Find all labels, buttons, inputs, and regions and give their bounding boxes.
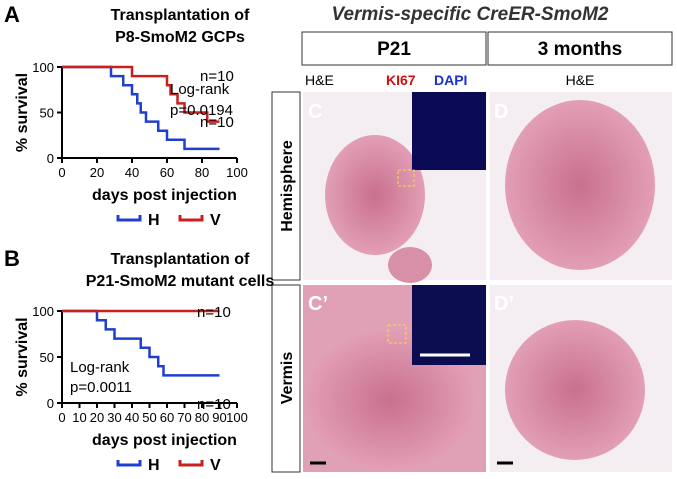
- annotation: Log-rank: [170, 81, 230, 98]
- panel-letter: C’: [308, 293, 328, 315]
- x-tick-label: 40: [125, 165, 139, 180]
- image-d-prime: [490, 285, 672, 472]
- row-label: Vermis: [279, 352, 296, 405]
- survival-line: [62, 65, 220, 123]
- row-box: [271, 91, 301, 281]
- y-axis-label: % survival: [14, 317, 31, 396]
- annotation: p=0.0194: [170, 102, 233, 119]
- x-tick-label: 0: [58, 165, 65, 180]
- column-box: [487, 31, 673, 66]
- row-box: [271, 284, 301, 473]
- x-axis-label: days post injection: [92, 432, 237, 449]
- y-tick-label: 50: [40, 106, 54, 121]
- legend-label: H: [148, 212, 160, 229]
- x-tick-label: 50: [142, 410, 156, 425]
- stain-label: H&E: [305, 72, 334, 88]
- panel-letter: B: [4, 246, 20, 271]
- chart-title: Transplantation of: [111, 251, 250, 268]
- column-box: [301, 31, 487, 66]
- panel-letter: A: [4, 2, 20, 27]
- legend-swatch: [178, 460, 204, 467]
- y-tick-label: 100: [32, 60, 54, 75]
- stain-label: KI67: [386, 72, 416, 88]
- annotation: p=0.0011: [70, 379, 132, 396]
- column-label: 3 months: [538, 39, 622, 60]
- annotation: n=10: [200, 114, 234, 131]
- y-tick-label: 50: [40, 350, 54, 365]
- survival-line: [62, 309, 220, 377]
- legend-swatch: [116, 460, 142, 467]
- chart-title: P21-SmoM2 mutant cells: [86, 273, 275, 290]
- row-label: Hemisphere: [279, 140, 296, 232]
- x-tick-label: 100: [226, 165, 248, 180]
- x-tick-label: 70: [177, 410, 191, 425]
- x-tick-label: 10: [72, 410, 86, 425]
- legend-swatch: [116, 215, 142, 222]
- x-tick-label: 90: [212, 410, 226, 425]
- survival-line: [62, 65, 220, 151]
- y-tick-label: 0: [47, 396, 54, 411]
- y-axis-label: % survival: [14, 73, 31, 152]
- x-tick-label: 40: [125, 410, 139, 425]
- annotation: Log-rank: [70, 359, 130, 376]
- legend-label: H: [148, 457, 160, 474]
- chart-title: P8-SmoM2 GCPs: [115, 29, 245, 46]
- panel-letter: D’: [494, 293, 514, 315]
- x-tick-label: 60: [160, 165, 174, 180]
- x-tick-label: 80: [195, 165, 209, 180]
- legend-label: V: [210, 212, 221, 229]
- legend-swatch: [178, 215, 204, 222]
- y-tick-label: 0: [47, 151, 54, 166]
- stain-label: DAPI: [434, 72, 467, 88]
- y-tick-label: 100: [32, 304, 54, 319]
- annotation: n=10: [197, 396, 231, 413]
- legend-label: V: [210, 457, 221, 474]
- x-tick-label: 20: [90, 165, 104, 180]
- column-label: P21: [377, 39, 411, 60]
- panel-letter: C: [308, 101, 322, 123]
- x-tick-label: 20: [90, 410, 104, 425]
- x-tick-label: 30: [107, 410, 121, 425]
- x-tick-label: 80: [195, 410, 209, 425]
- stain-label: H&E: [566, 72, 595, 88]
- image-d: [490, 92, 672, 280]
- figure-title: Vermis-specific CreER-SmoM2: [331, 4, 608, 25]
- image-c-prime: [303, 285, 486, 472]
- annotation: n=10: [197, 304, 231, 321]
- annotation: n=10: [200, 68, 234, 85]
- x-axis-label: days post injection: [92, 187, 237, 204]
- image-c: [303, 92, 486, 283]
- x-tick-label: 60: [160, 410, 174, 425]
- chart-title: Transplantation of: [111, 7, 250, 24]
- x-tick-label: 0: [58, 410, 65, 425]
- x-tick-label: 100: [226, 410, 248, 425]
- panel-letter: D: [494, 101, 508, 123]
